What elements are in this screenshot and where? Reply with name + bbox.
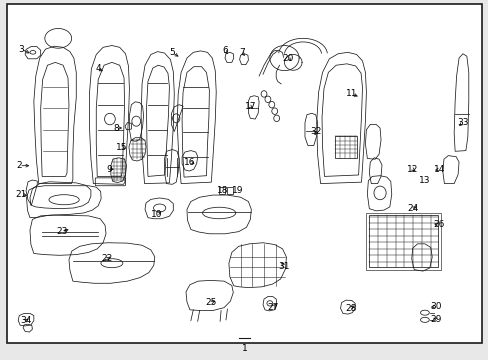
Text: 4: 4 bbox=[95, 64, 101, 73]
Text: 14: 14 bbox=[433, 165, 444, 174]
Bar bbox=[226, 187, 232, 194]
Text: 7: 7 bbox=[239, 48, 244, 57]
Text: 5: 5 bbox=[169, 48, 175, 57]
Text: 27: 27 bbox=[266, 303, 278, 312]
Text: 23: 23 bbox=[56, 228, 67, 237]
Text: 15: 15 bbox=[116, 143, 127, 152]
Text: 30: 30 bbox=[429, 302, 441, 311]
Text: 21: 21 bbox=[16, 190, 27, 199]
Text: 1: 1 bbox=[241, 344, 247, 353]
Text: 31: 31 bbox=[278, 262, 290, 271]
Bar bbox=[366, 213, 440, 270]
Text: 13: 13 bbox=[418, 176, 430, 185]
Text: 2: 2 bbox=[17, 161, 22, 170]
Text: 16: 16 bbox=[184, 158, 195, 167]
Text: 20: 20 bbox=[282, 54, 293, 63]
Text: 34: 34 bbox=[20, 316, 32, 325]
Text: 24: 24 bbox=[407, 204, 418, 213]
Text: 6: 6 bbox=[222, 46, 227, 55]
Bar bbox=[368, 215, 437, 267]
Text: 17: 17 bbox=[244, 102, 256, 111]
Bar bbox=[334, 136, 356, 158]
Text: 33: 33 bbox=[456, 118, 468, 127]
Text: 3: 3 bbox=[18, 45, 24, 54]
Text: 29: 29 bbox=[429, 315, 441, 324]
Text: 26: 26 bbox=[432, 220, 444, 229]
Text: 11: 11 bbox=[346, 89, 357, 98]
Text: 10: 10 bbox=[151, 210, 162, 219]
Text: 32: 32 bbox=[310, 127, 321, 136]
Text: 22: 22 bbox=[101, 255, 112, 264]
Text: 12: 12 bbox=[406, 165, 418, 174]
Text: 8: 8 bbox=[114, 123, 120, 132]
Text: 28: 28 bbox=[345, 304, 356, 313]
Text: 9: 9 bbox=[106, 165, 112, 174]
Text: 25: 25 bbox=[205, 298, 217, 307]
Text: 18: 18 bbox=[216, 186, 228, 195]
Text: 19: 19 bbox=[232, 186, 244, 195]
Bar bbox=[219, 187, 224, 194]
